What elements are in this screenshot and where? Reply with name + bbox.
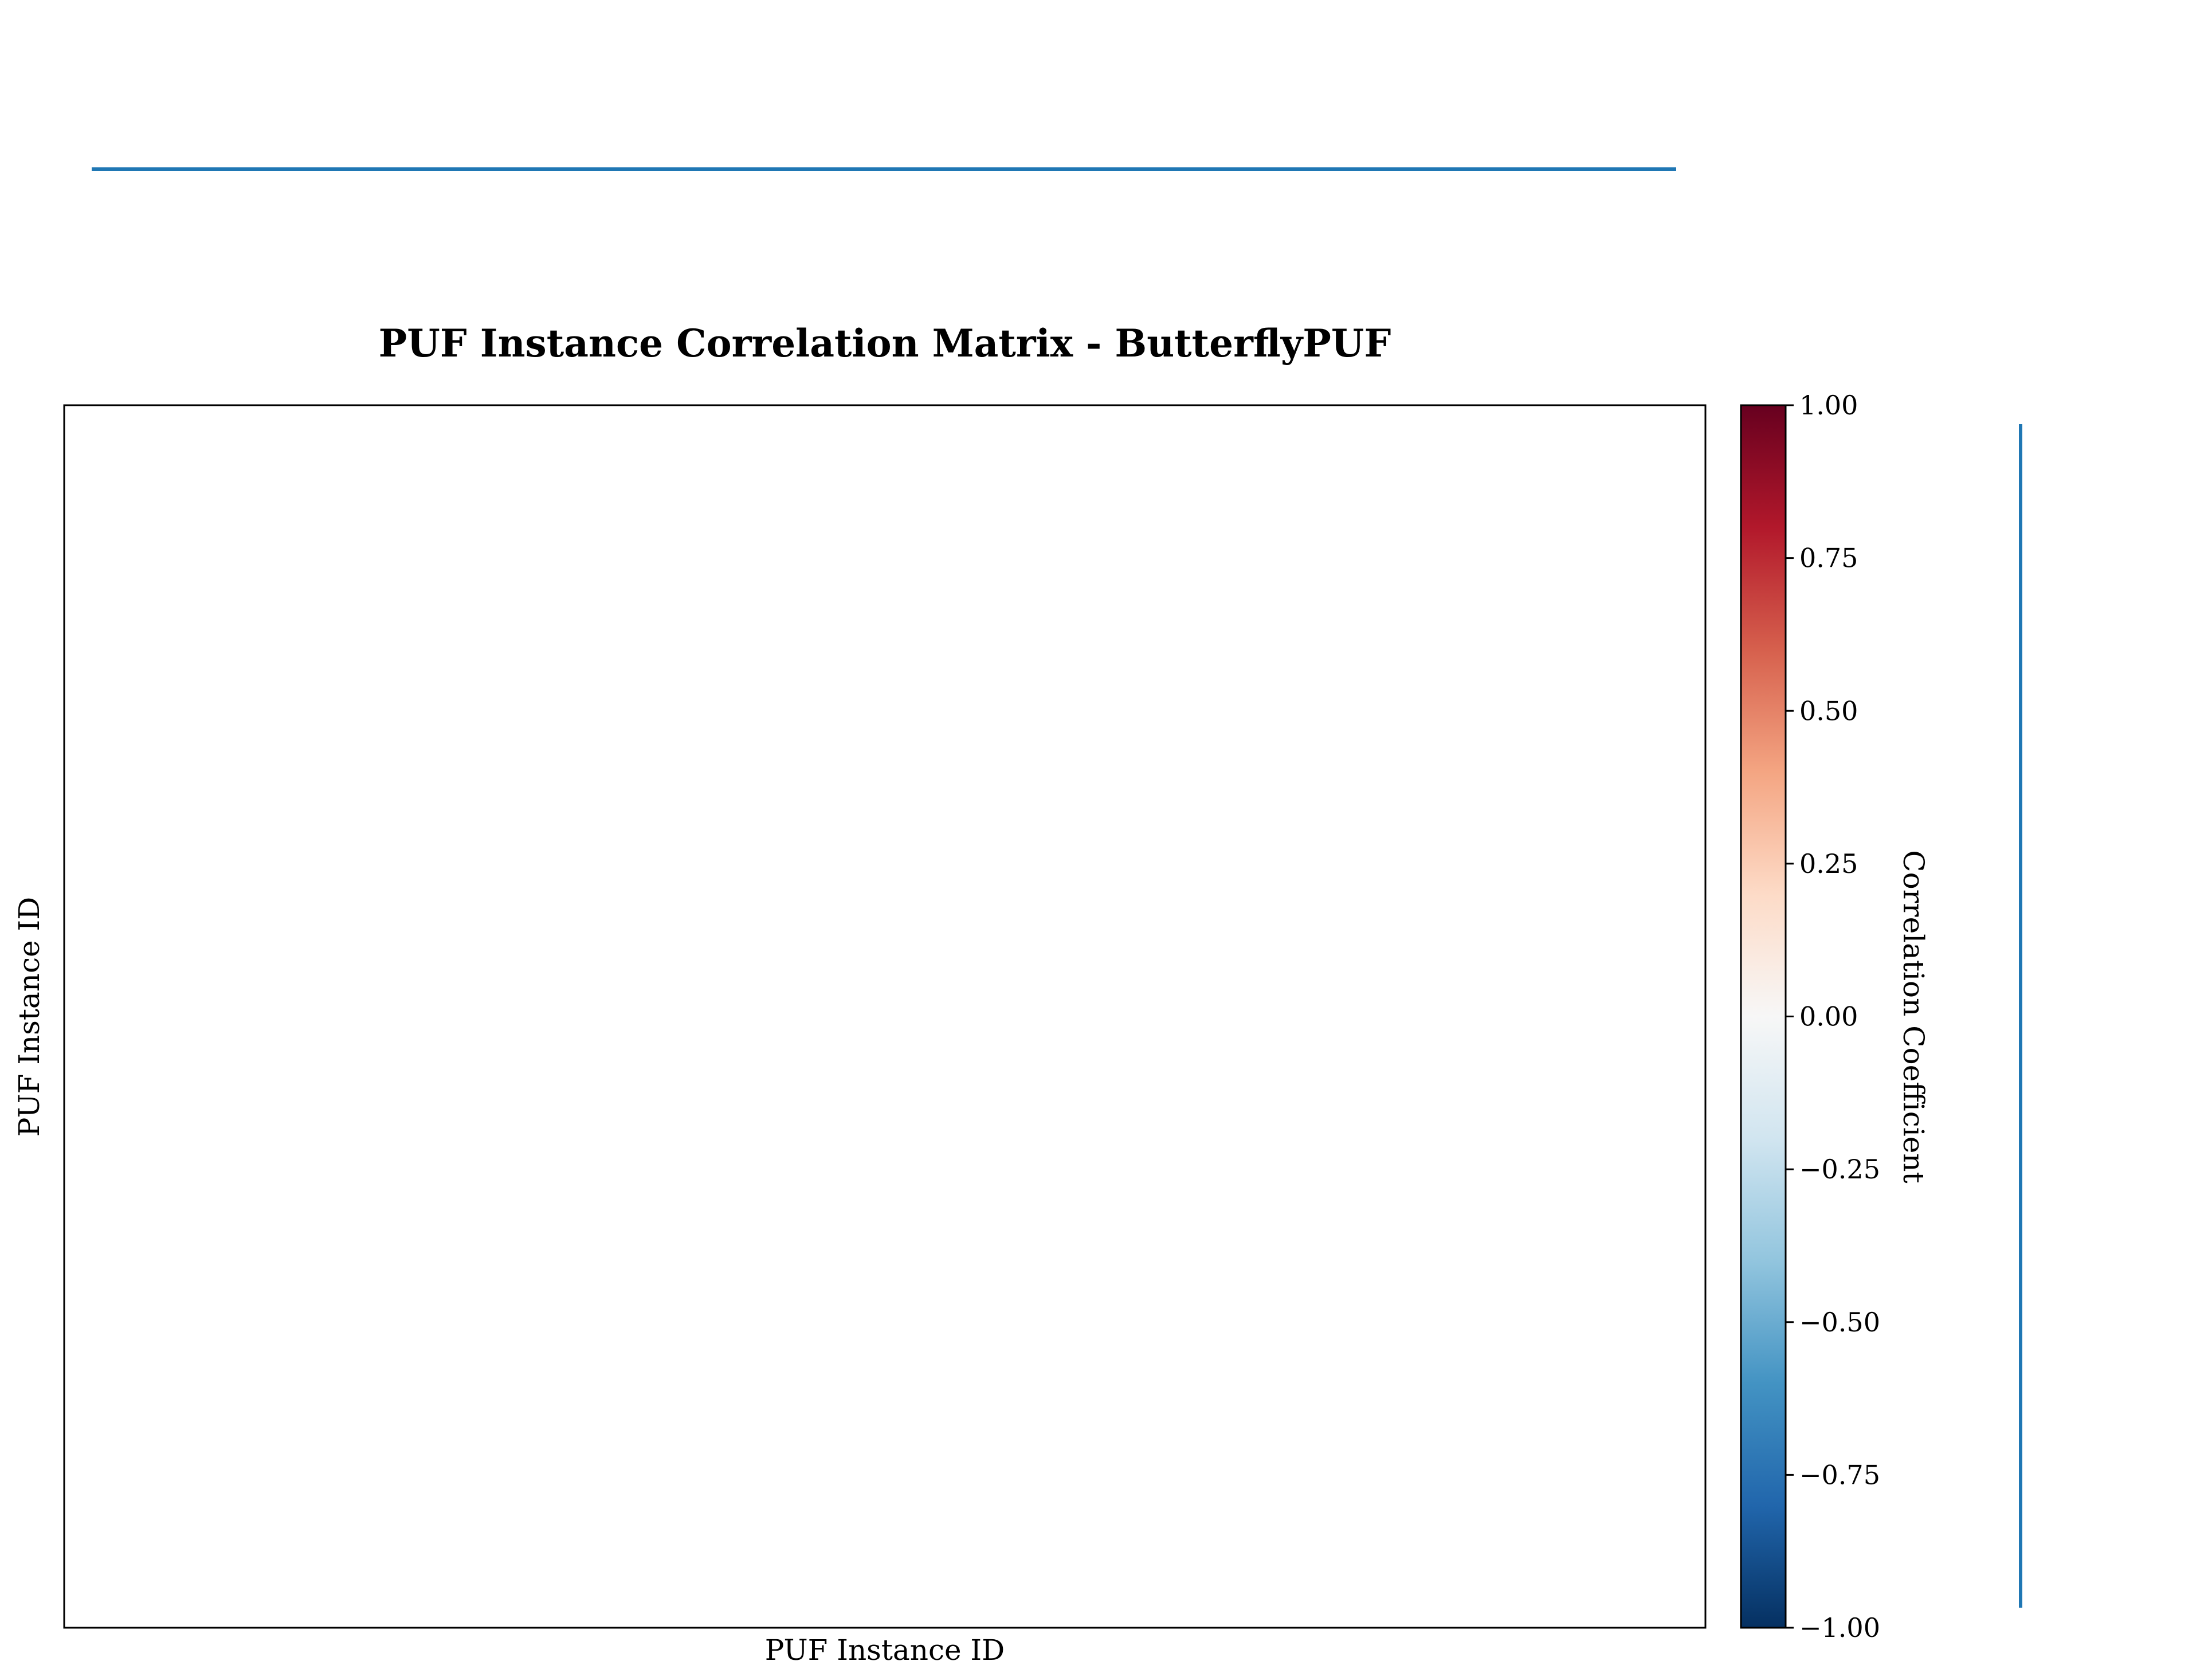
- colorbar-tick-label: 0.00: [1799, 1001, 1858, 1032]
- colorbar-tick-label: 1.00: [1799, 390, 1858, 421]
- colorbar-tick-label: −0.75: [1799, 1459, 1880, 1490]
- colorbar-tick-label: 0.75: [1799, 543, 1858, 574]
- heatmap-area: [63, 404, 1707, 1629]
- colorbar-ticks: 1.00 0.75 0.50 0.25 0.00 −0.25 −0.50 −0.75 −1.00: [1786, 390, 1880, 1643]
- colorbar-tick-label: 0.50: [1799, 695, 1858, 726]
- chart-title: PUF Instance Correlation Matrix - Butter…: [379, 321, 1391, 366]
- colorbar: [1740, 404, 1787, 1629]
- colorbar-tick-label: −0.25: [1799, 1154, 1880, 1185]
- y-axis-label: PUF Instance ID: [13, 897, 46, 1137]
- x-axis-label: PUF Instance ID: [765, 1633, 1005, 1667]
- colorbar-tick-label: −1.00: [1799, 1612, 1880, 1643]
- colorbar-label: Correlation Coefficient: [1897, 850, 1930, 1183]
- colorbar-tick-label: −0.50: [1799, 1307, 1880, 1338]
- colorbar-tick-label: 0.25: [1799, 848, 1858, 879]
